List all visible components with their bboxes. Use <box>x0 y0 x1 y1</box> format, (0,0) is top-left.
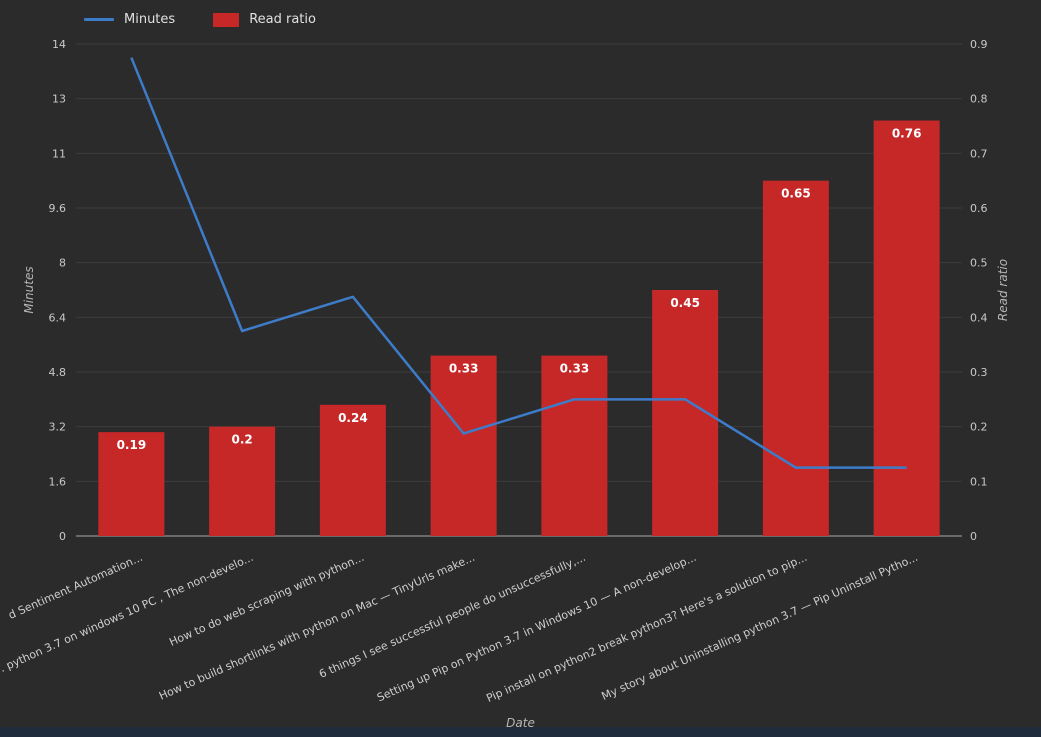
right-axis-tick-label: 0.2 <box>970 421 988 434</box>
bar-value-label: 0.45 <box>670 296 700 310</box>
bar-read-ratio[interactable] <box>209 426 276 536</box>
bar-read-ratio[interactable] <box>541 355 608 536</box>
bar-value-label: 0.2 <box>231 433 252 447</box>
read-ratio-bar-swatch <box>213 12 240 27</box>
right-axis-title: Read ratio <box>996 258 1010 322</box>
bar-read-ratio[interactable] <box>430 355 497 536</box>
bar-value-label: 0.33 <box>449 362 479 376</box>
bar-read-ratio[interactable] <box>873 120 940 537</box>
right-axis-tick-label: 0.8 <box>970 93 988 106</box>
bar-value-label: 0.33 <box>560 362 590 376</box>
left-axis-tick-label: 3.2 <box>49 421 67 434</box>
right-axis-tick-label: 0 <box>970 530 977 543</box>
left-axis-tick-label: 0 <box>59 530 66 543</box>
bar-read-ratio[interactable] <box>319 404 386 536</box>
legend-label-read-ratio: Read ratio <box>249 12 316 27</box>
right-axis-tick-label: 0.4 <box>970 311 988 324</box>
left-axis-title: Minutes <box>22 266 36 314</box>
bar-value-label: 0.19 <box>117 438 147 452</box>
right-axis-tick-label: 0.5 <box>970 257 988 270</box>
legend-label-minutes: Minutes <box>124 12 176 27</box>
left-axis-tick-label: 8 <box>59 257 66 270</box>
right-axis-tick-label: 0.6 <box>970 202 988 215</box>
legend-item-read-ratio[interactable]: Read ratio <box>213 12 316 27</box>
bar-value-label: 0.76 <box>892 127 922 141</box>
right-axis-tick-label: 0.1 <box>970 475 988 488</box>
bottom-bar <box>0 727 1041 737</box>
minutes-line-swatch <box>84 18 114 21</box>
minutes-line <box>130 57 907 469</box>
left-axis-tick-label: 6.4 <box>49 311 67 324</box>
right-axis-tick-label: 0.9 <box>970 38 988 51</box>
x-axis-title: Date <box>506 716 535 730</box>
bar-read-ratio[interactable] <box>762 180 829 536</box>
left-axis-tick-label: 13 <box>52 93 66 106</box>
left-axis-tick-label: 14 <box>52 38 66 51</box>
bar-read-ratio[interactable] <box>98 432 165 536</box>
legend-item-minutes[interactable]: Minutes <box>84 12 175 27</box>
right-axis-tick-label: 0.7 <box>970 147 988 160</box>
left-axis-tick-label: 9.6 <box>49 202 67 215</box>
left-axis-tick-label: 1.6 <box>49 475 67 488</box>
bar-value-label: 0.65 <box>781 187 811 201</box>
right-axis-tick-label: 0.3 <box>970 366 988 379</box>
x-axis-category-label: How to do web scraping with python... <box>167 551 366 649</box>
chart-legend: Minutes Read ratio <box>84 12 316 27</box>
bar-value-label: 0.24 <box>338 411 368 425</box>
left-axis-tick-label: 4.8 <box>49 366 67 379</box>
left-axis-tick-label: 11 <box>52 147 66 160</box>
